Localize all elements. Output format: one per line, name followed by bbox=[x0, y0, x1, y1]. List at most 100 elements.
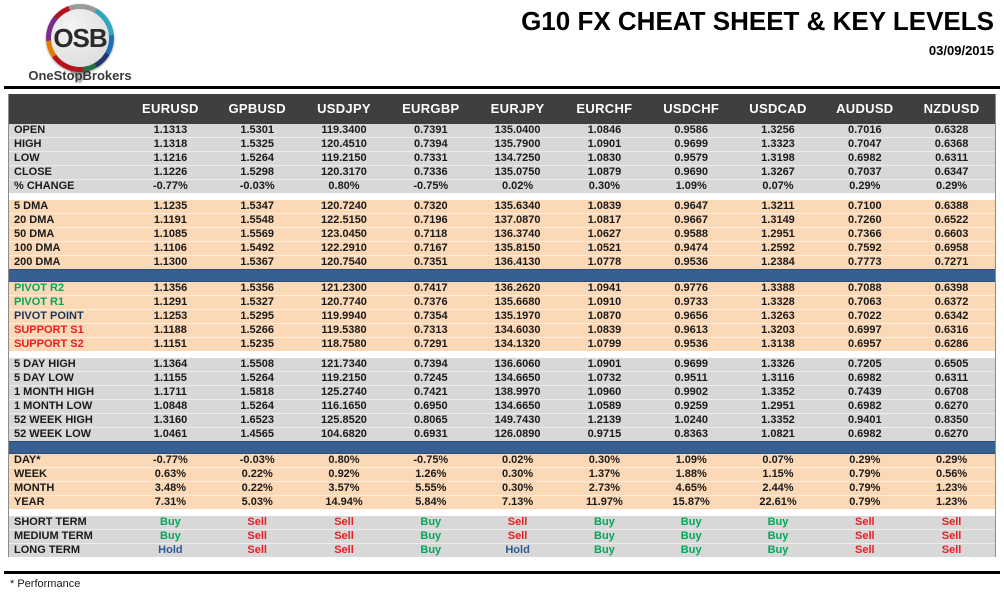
value-cell: 0.7205 bbox=[847, 358, 882, 370]
value-cell: 0.6342 bbox=[934, 310, 969, 322]
value-cell: 120.3170 bbox=[321, 166, 367, 178]
signal-cell: Sell bbox=[941, 516, 962, 528]
block-performance: DAY* -0.77% -0.03% 0.80% -0.75% 0.02% 0.30% 1.0… bbox=[9, 454, 995, 509]
table-row: PIVOT POINT 1.1253 1.5295 119.9940 0.7354 135… bbox=[9, 310, 995, 324]
value-cell: 1.3263 bbox=[761, 310, 795, 322]
row-label: 1 MONTH HIGH bbox=[14, 386, 95, 398]
signal-cell: Sell bbox=[855, 544, 875, 556]
value-cell: 1.4565 bbox=[240, 428, 275, 440]
value-cell: 119.2150 bbox=[321, 152, 367, 164]
value-cell: 135.7900 bbox=[494, 138, 541, 150]
value-cell: 126.0890 bbox=[494, 428, 541, 440]
value-cell: 0.6347 bbox=[934, 166, 969, 178]
page-title: G10 FX CHEAT SHEET & KEY LEVELS bbox=[521, 6, 994, 36]
table-row: MEDIUM TERM Buy Sell Sell Buy Sell Buy Buy Buy Se… bbox=[9, 530, 995, 544]
row-label: 52 WEEK HIGH bbox=[14, 414, 93, 426]
signal-cell: Hold bbox=[505, 544, 530, 556]
value-cell: 0.7592 bbox=[847, 242, 882, 254]
value-cell: 1.0839 bbox=[587, 324, 622, 336]
value-cell: 0.7088 bbox=[847, 282, 882, 294]
block-pivots: PIVOT R2 1.1356 1.5356 121.2300 0.7417 136.26… bbox=[9, 282, 995, 351]
value-cell: 0.6982 bbox=[847, 428, 882, 440]
block-ohlc: OPEN 1.1313 1.5301 119.3400 0.7391 135.0400 1.… bbox=[9, 124, 995, 193]
value-cell: 0.7167 bbox=[413, 242, 448, 254]
value-cell: 0.7320 bbox=[413, 200, 448, 212]
value-cell: 1.5367 bbox=[240, 256, 275, 268]
signal-cell: Buy bbox=[680, 544, 702, 556]
value-cell: 1.1711 bbox=[153, 386, 187, 398]
value-cell: 0.9776 bbox=[674, 282, 709, 294]
value-cell: 0.80% bbox=[328, 180, 360, 192]
value-cell: 134.6030 bbox=[494, 324, 541, 336]
value-cell: 0.30% bbox=[588, 454, 620, 466]
value-cell: 0.7336 bbox=[413, 166, 448, 178]
value-cell: 1.1313 bbox=[153, 124, 188, 136]
value-cell: 1.0879 bbox=[587, 166, 622, 178]
value-cell: 0.9536 bbox=[674, 338, 709, 350]
table-row: 52 WEEK LOW 1.0461 1.4565 104.6820 0.6931 126… bbox=[9, 428, 995, 441]
row-label: DAY* bbox=[14, 454, 41, 466]
row-label: LOW bbox=[14, 152, 40, 164]
signal-cell: Sell bbox=[855, 530, 875, 542]
row-label: 5 DMA bbox=[14, 200, 49, 212]
value-cell: 1.5508 bbox=[240, 358, 275, 370]
table-row: YEAR 7.31% 5.03% 14.94% 5.84% 7.13% 11.97% 15.8… bbox=[9, 496, 995, 509]
logo-brand-text: OneStopBrokers bbox=[28, 68, 132, 83]
row-label: CLOSE bbox=[14, 166, 52, 178]
table-row: LONG TERM Hold Sell Sell Buy Hold Buy Buy Buy Sel… bbox=[9, 544, 995, 557]
report-date: 03/09/2015 bbox=[928, 43, 994, 58]
value-cell: 1.1364 bbox=[153, 358, 188, 370]
value-cell: 0.9733 bbox=[674, 296, 709, 308]
value-cell: 137.0870 bbox=[494, 214, 541, 226]
value-cell: 1.1235 bbox=[153, 200, 188, 212]
value-cell: 135.0400 bbox=[494, 124, 541, 136]
signal-cell: Sell bbox=[334, 530, 354, 542]
value-cell: 0.6708 bbox=[934, 386, 969, 398]
value-cell: 0.29% bbox=[935, 454, 968, 466]
value-cell: 1.0627 bbox=[587, 228, 622, 240]
value-cell: 1.09% bbox=[675, 180, 707, 192]
value-cell: 1.2951 bbox=[761, 228, 795, 240]
value-cell: 0.56% bbox=[935, 468, 968, 480]
value-cell: 0.6505 bbox=[934, 358, 969, 370]
value-cell: 0.7047 bbox=[847, 138, 882, 150]
row-label: SUPPORT S1 bbox=[14, 324, 84, 336]
value-cell: 1.0821 bbox=[761, 428, 795, 440]
value-cell: 1.0461 bbox=[153, 428, 188, 440]
value-cell: 0.7063 bbox=[847, 296, 882, 308]
value-cell: 104.6820 bbox=[321, 428, 367, 440]
value-cell: 0.9667 bbox=[674, 214, 709, 226]
value-cell: 1.3328 bbox=[761, 296, 795, 308]
value-cell: 0.7037 bbox=[847, 166, 882, 178]
value-cell: 0.9586 bbox=[674, 124, 709, 136]
row-label: WEEK bbox=[14, 468, 47, 480]
value-cell: -0.75% bbox=[413, 454, 449, 466]
value-cell: 3.57% bbox=[328, 482, 360, 494]
value-cell: 0.6950 bbox=[413, 400, 448, 412]
value-cell: 1.3198 bbox=[761, 152, 795, 164]
block-separator bbox=[9, 351, 995, 358]
blue-divider bbox=[9, 441, 995, 454]
table-row: OPEN 1.1313 1.5301 119.3400 0.7391 135.0400 1.… bbox=[9, 124, 995, 138]
value-cell: 1.26% bbox=[415, 468, 447, 480]
value-cell: 1.5266 bbox=[240, 324, 275, 336]
value-cell: 1.37% bbox=[588, 468, 620, 480]
signal-cell: Buy bbox=[160, 516, 181, 528]
value-cell: 0.7196 bbox=[413, 214, 448, 226]
value-cell: 0.6270 bbox=[934, 428, 969, 440]
value-cell: 0.6372 bbox=[934, 296, 969, 308]
value-cell: 1.5301 bbox=[240, 124, 275, 136]
value-cell: -0.77% bbox=[152, 454, 188, 466]
value-cell: 1.6523 bbox=[240, 414, 275, 426]
value-cell: 1.3323 bbox=[761, 138, 795, 150]
value-cell: 1.23% bbox=[935, 496, 968, 508]
value-cell: 1.15% bbox=[762, 468, 794, 480]
value-cell: 0.7351 bbox=[413, 256, 448, 268]
value-cell: 1.3352 bbox=[761, 386, 795, 398]
block-moving-averages: 5 DMA 1.1235 1.5347 120.7240 0.7320 135.6340 1… bbox=[9, 200, 995, 269]
value-cell: 0.9690 bbox=[674, 166, 709, 178]
value-cell: 1.5295 bbox=[240, 310, 275, 322]
signal-cell: Buy bbox=[420, 530, 442, 542]
table-row: PIVOT R1 1.1291 1.5327 120.7740 0.7376 135.66… bbox=[9, 296, 995, 310]
